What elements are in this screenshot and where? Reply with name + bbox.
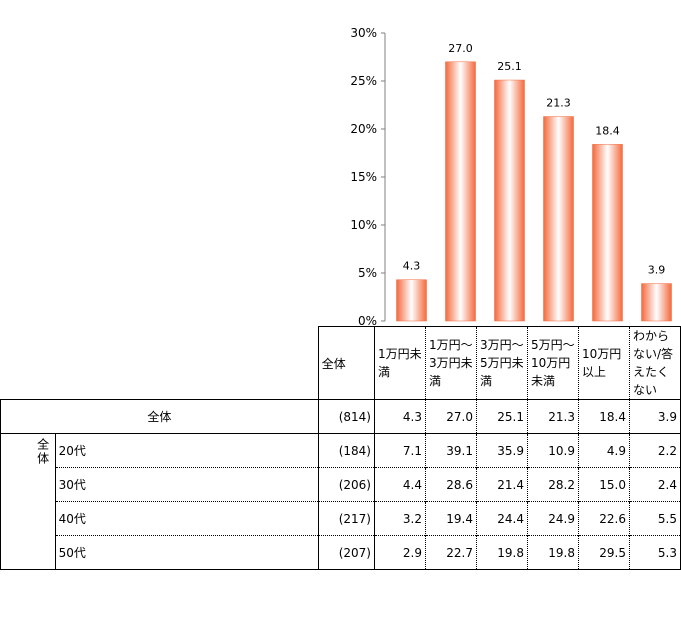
n-header: 全体	[317, 326, 375, 400]
cell: 4.4	[373, 467, 426, 502]
data-label: 21.3	[546, 97, 571, 110]
cell: 22.6	[577, 501, 630, 536]
cell: 24.9	[526, 501, 579, 536]
cell: 21.4	[475, 467, 528, 502]
data-label: 4.3	[403, 260, 421, 273]
data-table: 全体 1万円未満 1万円～3万円未満 3万円～5万円未満 5万円～10万円未満 …	[0, 326, 681, 570]
table-row: 40代 (217) 3.2 19.4 24.4 24.9 22.6 5.5	[1, 501, 681, 536]
data-label: 18.4	[595, 124, 620, 137]
row-label: 50代	[54, 535, 319, 570]
cell: 4.9	[577, 433, 630, 468]
table-row: 30代 (206) 4.4 28.6 21.4 28.2 15.0 2.4	[1, 467, 681, 502]
column-header: 10万円以上	[581, 347, 622, 379]
cell: 35.9	[475, 433, 528, 468]
row-n: (207)	[317, 535, 375, 570]
cell: 27.0	[424, 399, 477, 434]
cell: 21.3	[526, 399, 579, 434]
row-n: (814)	[317, 399, 375, 434]
bar	[396, 279, 427, 322]
cell: 5.5	[628, 501, 681, 536]
y-tick-label: 10%	[350, 218, 377, 232]
column-header: 3万円～5万円未満	[479, 338, 524, 388]
y-tick-label: 20%	[350, 122, 377, 136]
data-label: 3.9	[648, 264, 666, 277]
cell: 18.4	[577, 399, 630, 434]
cell: 19.8	[526, 535, 579, 570]
data-label: 27.0	[448, 42, 473, 55]
bar	[641, 283, 672, 322]
cell: 19.4	[424, 501, 477, 536]
row-label: 20代	[54, 433, 319, 468]
column-header: わからない/答えたくない	[632, 329, 674, 397]
cell: 7.1	[373, 433, 426, 468]
y-tick-label: 25%	[350, 74, 377, 88]
bar	[494, 79, 525, 322]
row-label: 全体	[0, 399, 319, 434]
bar	[592, 144, 623, 322]
row-n: (206)	[317, 467, 375, 502]
bar	[543, 116, 574, 322]
table-header-row: 全体 1万円未満 1万円～3万円未満 3万円～5万円未満 5万円～10万円未満 …	[1, 326, 681, 400]
cell: 2.9	[373, 535, 426, 570]
cell: 29.5	[577, 535, 630, 570]
data-label: 25.1	[497, 60, 522, 73]
cell: 15.0	[577, 467, 630, 502]
cell: 4.3	[373, 399, 426, 434]
cell: 39.1	[424, 433, 477, 468]
column-header: 1万円～3万円未満	[428, 338, 473, 388]
cell: 3.9	[628, 399, 681, 434]
y-tick-label: 15%	[350, 170, 377, 184]
row-label: 30代	[54, 467, 319, 502]
y-tick-label: 5%	[358, 266, 377, 280]
cell: 22.7	[424, 535, 477, 570]
cell: 25.1	[475, 399, 528, 434]
group-label: 全体	[0, 433, 56, 570]
cell: 3.2	[373, 501, 426, 536]
y-tick-label: 0%	[358, 314, 377, 326]
cell: 5.3	[628, 535, 681, 570]
row-n: (184)	[317, 433, 375, 468]
cell: 28.2	[526, 467, 579, 502]
row-n: (217)	[317, 501, 375, 536]
row-label: 40代	[54, 501, 319, 536]
cell: 28.6	[424, 467, 477, 502]
table-row: 50代 (207) 2.9 22.7 19.8 19.8 29.5 5.3	[0, 535, 681, 570]
column-header: 1万円未満	[377, 347, 422, 379]
bar-chart: 0% 5% 10% 15% 20% 25% 30% 4.3 27.0 25.1 21.3 18.4 3…	[350, 26, 672, 326]
y-tick-label: 30%	[350, 26, 377, 40]
cell: 24.4	[475, 501, 528, 536]
cell: 2.2	[628, 433, 681, 468]
cell: 2.4	[628, 467, 681, 502]
table-row: 全体 20代 (184) 7.1 39.1 35.9 10.9 4.9 2.2	[0, 433, 681, 570]
cell: 19.8	[475, 535, 528, 570]
table-row-total: 全体 (814) 4.3 27.0 25.1 21.3 18.4 3.9	[0, 399, 681, 434]
bar	[445, 61, 476, 322]
cell: 10.9	[526, 433, 579, 468]
column-header: 5万円～10万円未満	[530, 338, 575, 388]
